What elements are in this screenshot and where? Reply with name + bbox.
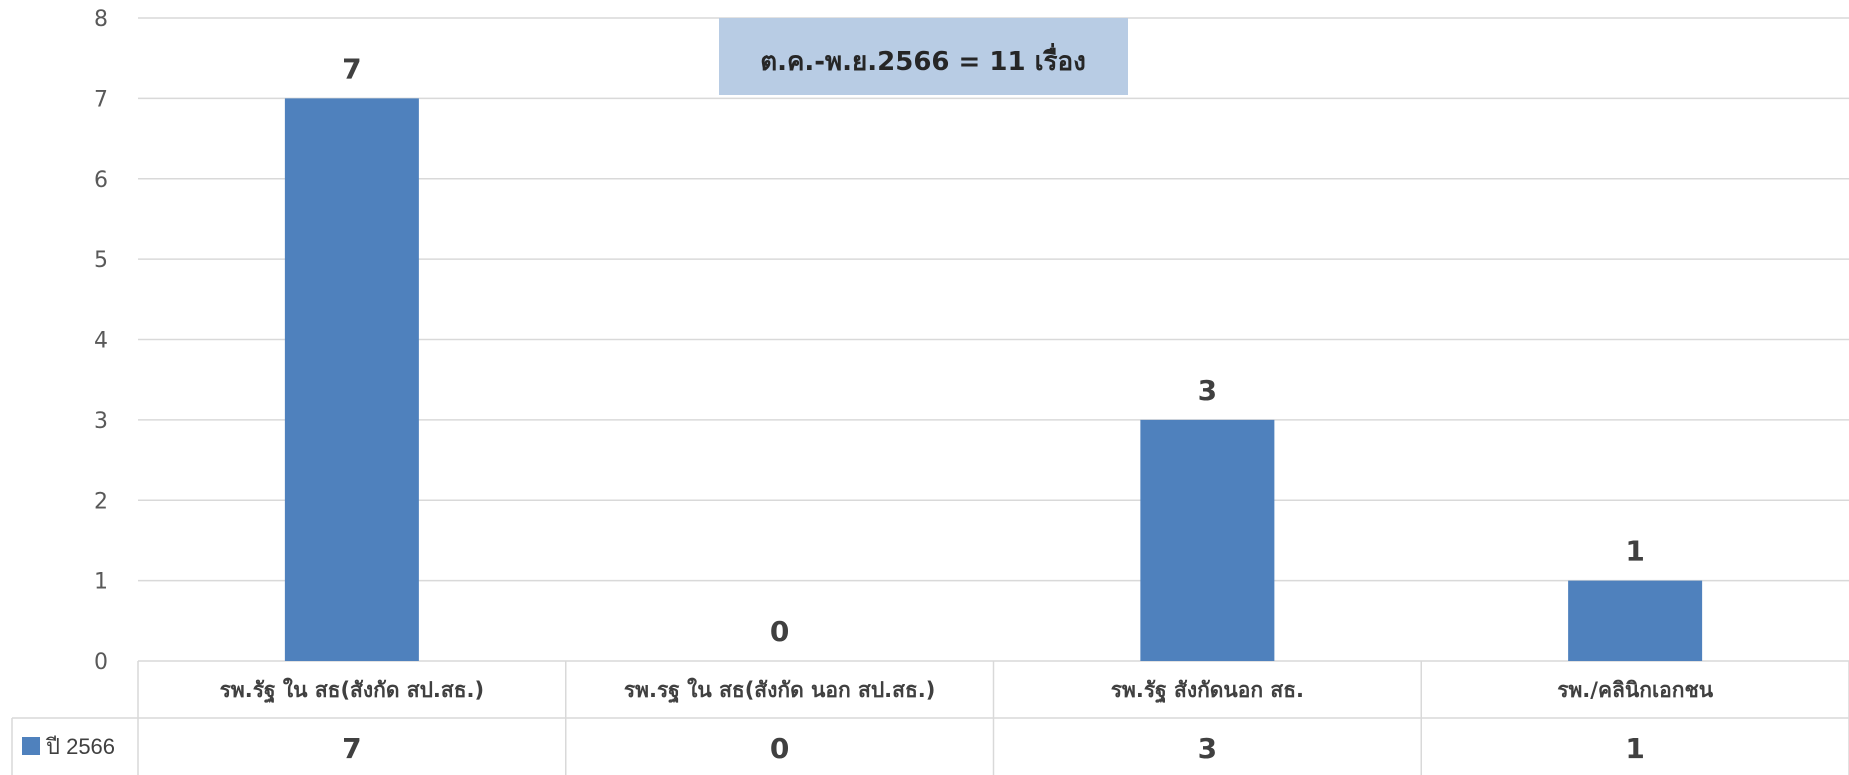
y-tick-label: 1 [94, 570, 108, 595]
table-value: 0 [770, 732, 789, 765]
y-axis: 0 1 2 3 4 5 6 7 8 [94, 7, 108, 675]
y-tick-label: 4 [94, 329, 108, 354]
bars [284, 98, 1703, 661]
annotation-box: ต.ค.-พ.ย.2566 = 11 เรื่อง [719, 18, 1128, 95]
data-labels: 7 0 3 1 [342, 52, 1645, 648]
y-tick-label: 7 [94, 87, 108, 112]
y-tick-label: 8 [94, 7, 108, 32]
annotation-background [719, 18, 1128, 95]
y-tick-label: 3 [94, 409, 108, 434]
y-tick-label: 6 [94, 168, 108, 193]
category-label: รพ.รัฐ ใน สธ(สังกัด สป.สธ.) [220, 677, 485, 704]
annotation-text: ต.ค.-พ.ย.2566 = 11 เรื่อง [760, 42, 1086, 77]
bar [1140, 419, 1275, 661]
data-table: รพ.รัฐ ใน สธ(สังกัด สป.สธ.) รพ.รฐ ใน สธ(ส… [11, 661, 1849, 775]
y-tick-label: 2 [94, 489, 108, 514]
bar [284, 98, 419, 661]
legend-label: ปี 2566 [45, 734, 115, 759]
data-label: 0 [770, 615, 789, 648]
table-value: 1 [1625, 732, 1644, 765]
table-value: 7 [342, 732, 361, 765]
data-label: 1 [1625, 535, 1644, 568]
data-label: 3 [1198, 374, 1217, 407]
bar [1568, 580, 1703, 661]
category-label: รพ.รัฐ สังกัดนอก สธ. [1111, 678, 1304, 704]
y-tick-label: 0 [94, 650, 108, 675]
data-label: 7 [342, 52, 361, 85]
category-label: รพ./คลินิกเอกชน [1557, 678, 1714, 702]
table-value: 3 [1198, 732, 1217, 765]
legend-swatch [22, 737, 40, 755]
y-tick-label: 5 [94, 248, 108, 273]
category-label: รพ.รฐ ใน สธ(สังกัด นอก สป.สธ.) [624, 677, 936, 704]
